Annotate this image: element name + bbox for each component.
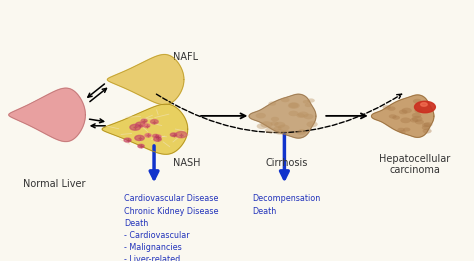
Circle shape xyxy=(414,109,423,113)
Circle shape xyxy=(389,114,397,118)
Circle shape xyxy=(271,121,279,126)
Circle shape xyxy=(412,113,421,118)
Circle shape xyxy=(255,113,266,118)
Circle shape xyxy=(154,137,161,141)
Circle shape xyxy=(130,124,141,130)
Circle shape xyxy=(392,116,400,120)
Circle shape xyxy=(265,127,276,133)
Circle shape xyxy=(170,133,177,137)
Circle shape xyxy=(155,135,161,138)
Circle shape xyxy=(268,102,276,106)
Circle shape xyxy=(138,144,144,148)
Circle shape xyxy=(274,126,282,130)
Polygon shape xyxy=(249,94,316,138)
Circle shape xyxy=(414,101,435,113)
Polygon shape xyxy=(108,55,184,105)
Circle shape xyxy=(175,132,187,138)
Circle shape xyxy=(400,130,406,133)
Circle shape xyxy=(424,122,432,127)
Circle shape xyxy=(303,114,314,119)
Circle shape xyxy=(423,128,432,134)
Circle shape xyxy=(271,117,279,121)
Circle shape xyxy=(422,123,430,127)
Circle shape xyxy=(403,128,410,132)
Circle shape xyxy=(410,118,418,122)
Polygon shape xyxy=(9,88,85,141)
Circle shape xyxy=(281,97,290,102)
Circle shape xyxy=(288,102,300,109)
Circle shape xyxy=(383,105,391,110)
Circle shape xyxy=(145,134,151,137)
Circle shape xyxy=(305,103,312,107)
Circle shape xyxy=(143,124,150,127)
Circle shape xyxy=(289,111,299,116)
Circle shape xyxy=(413,99,422,104)
Circle shape xyxy=(153,134,158,138)
Text: Hepatocellular
carcinoma: Hepatocellular carcinoma xyxy=(379,154,450,175)
Circle shape xyxy=(420,103,427,106)
Text: Cardiovascular Disease
Chronic Kidney Disease
Death
- Cardiovascular
- Malignanc: Cardiovascular Disease Chronic Kidney Di… xyxy=(124,194,219,261)
Polygon shape xyxy=(102,104,188,154)
Circle shape xyxy=(298,129,306,133)
Text: NAFL: NAFL xyxy=(173,52,198,62)
Circle shape xyxy=(401,108,412,113)
Circle shape xyxy=(274,122,285,128)
Text: Cirrhosis: Cirrhosis xyxy=(265,158,308,168)
Circle shape xyxy=(289,103,299,108)
Circle shape xyxy=(283,130,290,134)
Text: Normal Liver: Normal Liver xyxy=(23,179,86,189)
Text: NASH: NASH xyxy=(173,158,201,168)
Circle shape xyxy=(422,125,430,130)
Circle shape xyxy=(278,124,290,131)
Circle shape xyxy=(303,100,310,104)
Circle shape xyxy=(298,111,309,118)
Circle shape xyxy=(401,117,411,123)
Circle shape xyxy=(411,116,422,122)
Circle shape xyxy=(307,121,318,127)
Circle shape xyxy=(136,122,145,127)
Circle shape xyxy=(415,120,424,124)
Circle shape xyxy=(399,110,408,114)
Text: Decompensation
Death: Decompensation Death xyxy=(253,194,321,216)
Circle shape xyxy=(388,106,396,111)
Circle shape xyxy=(397,128,405,132)
Circle shape xyxy=(256,123,267,129)
Circle shape xyxy=(296,113,305,118)
Circle shape xyxy=(124,138,131,142)
Circle shape xyxy=(141,119,147,122)
Circle shape xyxy=(260,121,273,128)
Circle shape xyxy=(296,130,306,135)
Circle shape xyxy=(307,98,315,103)
Circle shape xyxy=(135,135,144,141)
Polygon shape xyxy=(372,95,434,137)
Circle shape xyxy=(151,120,158,124)
Circle shape xyxy=(274,129,284,135)
